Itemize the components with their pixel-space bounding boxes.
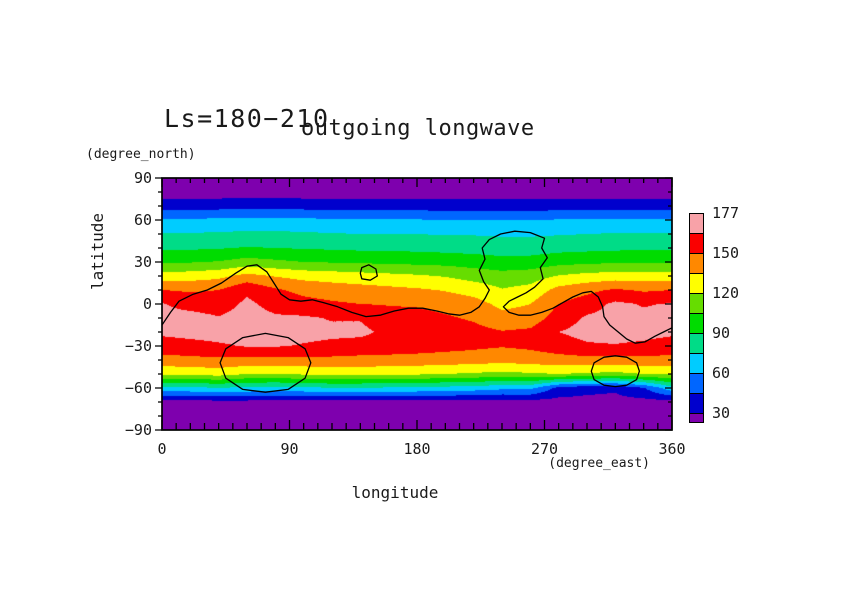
x-tick-label: 90	[280, 440, 299, 458]
colorbar-swatch	[689, 333, 704, 354]
colorbar-swatch	[689, 313, 704, 334]
y-tick-label: −90	[124, 421, 152, 439]
y-tick-label: 60	[133, 211, 152, 229]
y-tick-label: −60	[124, 379, 152, 397]
topo-contour-line	[219, 332, 312, 393]
axis-ticks	[155, 177, 673, 431]
y-tick-label: 30	[133, 253, 152, 271]
colorbar-swatch	[689, 413, 704, 423]
colorbar-tick-label: 120	[712, 284, 740, 302]
topo-contour-line	[162, 230, 672, 344]
colorbar-tick-label: 90	[712, 324, 731, 342]
colorbar-tick-label: 177	[712, 204, 740, 222]
chart-title: outgoing longwave	[301, 116, 535, 141]
x-tick-label: 0	[157, 440, 167, 458]
x-axis-unit-label: (degree_east)	[548, 456, 650, 471]
plot-border	[161, 177, 673, 431]
colorbar-swatch	[689, 273, 704, 294]
contour-fill-canvas	[162, 178, 672, 430]
x-tick-label: 270	[530, 440, 559, 458]
colorbar-swatch	[689, 213, 704, 234]
topo-contour-group	[162, 230, 672, 393]
colorbar-swatch	[689, 393, 704, 414]
x-axis-label: longitude	[351, 483, 439, 502]
y-tick-label: 0	[142, 295, 152, 313]
colorbar-tick-label: 150	[712, 244, 740, 262]
colorbar-swatch	[689, 373, 704, 394]
colorbar-tick-label: 60	[712, 364, 731, 382]
topo-contour-line	[359, 264, 378, 281]
y-axis-unit-label: (degree_north)	[86, 147, 196, 162]
x-tick-label: 360	[658, 440, 686, 458]
colorbar-swatch	[689, 233, 704, 254]
run-label: Ls=180−210	[164, 104, 330, 133]
colorbar-swatch	[689, 353, 704, 374]
y-tick-label: 90	[133, 169, 152, 187]
colorbar-swatch	[689, 293, 704, 314]
colorbar-tick-label: 30	[712, 404, 731, 422]
topo-contour-line	[590, 355, 641, 388]
colorbar-swatch	[689, 253, 704, 274]
x-tick-label: 180	[403, 440, 431, 458]
y-tick-label: −30	[124, 337, 152, 355]
